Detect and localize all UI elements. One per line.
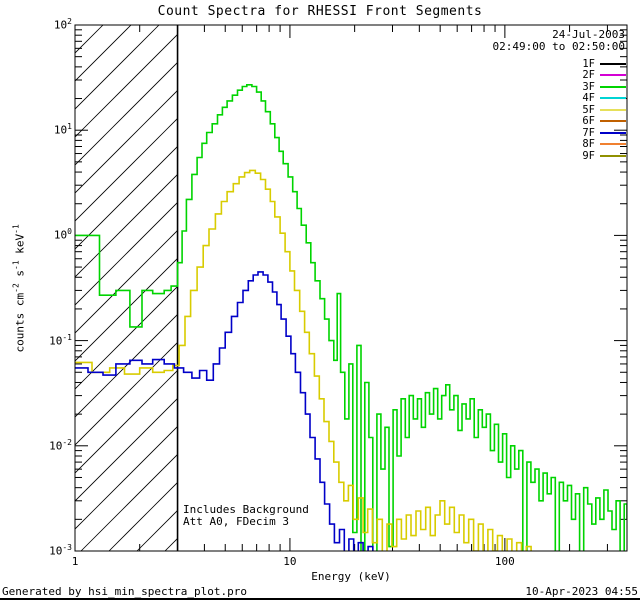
legend: 1F 2F 3F 4F 5F 6F 7F 8F 9F bbox=[582, 58, 626, 162]
legend-row: 1F bbox=[582, 58, 626, 70]
x-tick-label: 1 bbox=[71, 555, 79, 568]
legend-color-swatch bbox=[600, 74, 626, 77]
legend-color-swatch bbox=[600, 62, 626, 65]
y-tick-label: 100 bbox=[53, 227, 72, 243]
legend-color-swatch bbox=[600, 120, 626, 123]
x-axis-label: Energy (keV) bbox=[311, 570, 391, 583]
plot-border bbox=[74, 24, 628, 552]
annotation-includes-background: Includes Background bbox=[183, 503, 309, 516]
legend-label: 7F bbox=[582, 126, 595, 139]
legend-label: 6F bbox=[582, 115, 595, 128]
legend-row: 6F bbox=[582, 115, 626, 128]
annotation-attenuator-state: Att A0, FDecim 3 bbox=[183, 515, 289, 528]
bottom-border-bar bbox=[0, 598, 640, 600]
legend-row: 2F bbox=[582, 69, 626, 82]
legend-row: 9F bbox=[582, 150, 626, 162]
legend-row: 3F bbox=[582, 81, 626, 93]
y-tick-label: 102 bbox=[53, 17, 72, 32]
observation-datetime: 24-Jul-2003 02:49:00 to 02:50:00 bbox=[493, 29, 625, 53]
y-axis-label: counts cm-2 s-1 keV-1 bbox=[11, 224, 27, 353]
y-tick-label: 10-2 bbox=[49, 437, 72, 453]
x-tick-label: 10 bbox=[283, 555, 297, 568]
generation-timestamp: 10-Apr-2023 04:55 bbox=[525, 585, 638, 598]
chart-title: Count Spectra for RHESSI Front Segments bbox=[157, 4, 483, 19]
legend-label: 5F bbox=[582, 103, 595, 116]
axis-ticks bbox=[74, 24, 627, 552]
y-tick-label: 10-3 bbox=[49, 543, 72, 558]
generated-by-text: Generated by hsi_min_spectra_plot.pro bbox=[2, 585, 248, 598]
legend-color-swatch bbox=[600, 154, 626, 157]
observation-date: 24-Jul-2003 bbox=[552, 28, 625, 41]
legend-color-swatch bbox=[600, 85, 626, 88]
series-5F bbox=[75, 169, 532, 551]
y-tick-label: 101 bbox=[53, 122, 72, 137]
x-tick-label: 100 bbox=[494, 555, 515, 568]
legend-color-swatch bbox=[600, 131, 626, 134]
legend-label: 8F bbox=[582, 138, 595, 151]
hatched-region bbox=[75, 25, 178, 551]
legend-label: 1F bbox=[582, 57, 595, 70]
legend-color-swatch bbox=[600, 143, 626, 146]
legend-color-swatch bbox=[600, 97, 626, 100]
series-3F bbox=[75, 84, 627, 551]
series-7F bbox=[75, 271, 374, 551]
legend-color-swatch bbox=[600, 108, 626, 111]
legend-label: 3F bbox=[582, 80, 595, 93]
legend-label: 9F bbox=[582, 149, 595, 162]
legend-label: 2F bbox=[582, 69, 595, 82]
y-tick-label: 10-1 bbox=[49, 332, 72, 348]
legend-label: 4F bbox=[582, 92, 595, 105]
legend-row: 7F bbox=[582, 127, 626, 139]
legend-row: 5F bbox=[582, 104, 626, 116]
observation-time-range: 02:49:00 to 02:50:00 bbox=[492, 40, 625, 53]
legend-row: 4F bbox=[582, 92, 626, 105]
legend-row: 8F bbox=[582, 138, 626, 151]
